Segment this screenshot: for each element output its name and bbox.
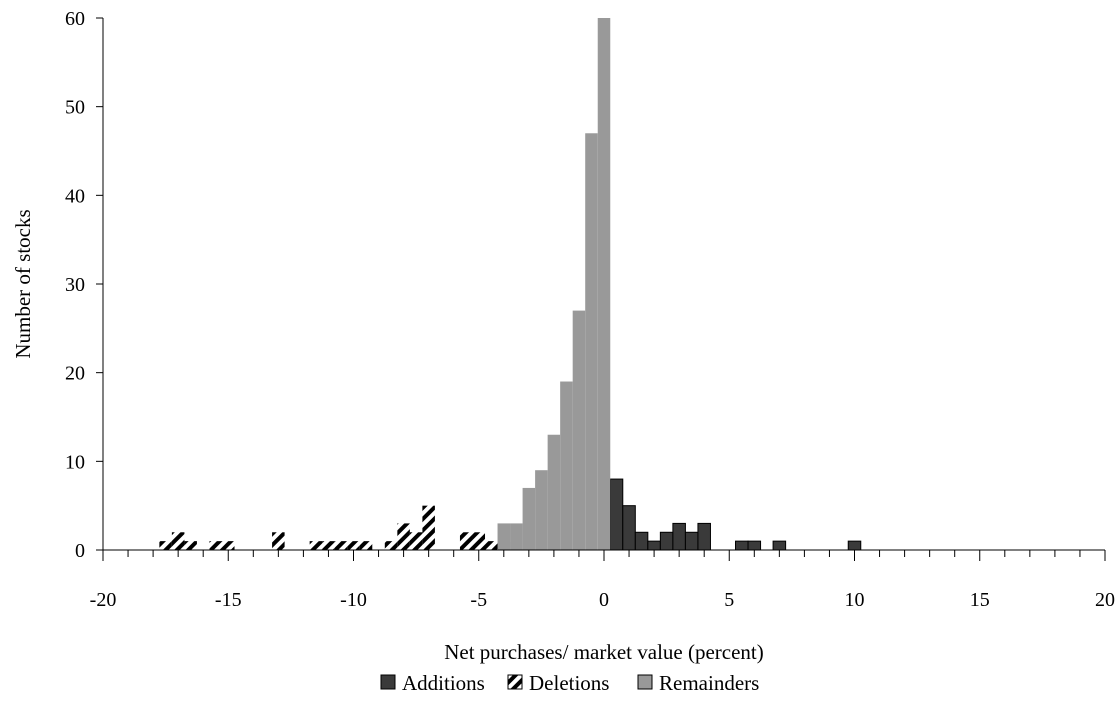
additions-bar-3 [647,540,661,551]
x-tick-label: 15 [970,589,990,611]
x-axis-title: Net purchases/ market value (percent) [444,640,764,664]
additions-bar-11 [847,540,862,551]
x-tick-label: 0 [599,589,609,611]
x-tick-label: 20 [1095,589,1115,611]
deletions-bar-14 [422,505,435,550]
remainders-bar-5 [560,381,573,550]
remainders-bar-8 [597,18,611,550]
additions-bar-4 [659,531,674,551]
remainders-bar-2 [522,487,536,550]
y-tick-label: 60 [65,8,85,30]
remainders-legend-label: Remainders [659,671,759,695]
deletions-bar-9 [347,541,360,550]
y-tick-label: 10 [65,451,85,473]
deletions-bar-16 [472,532,486,550]
deletions-bar-0 [159,541,172,550]
remainders-bar-7 [585,133,598,550]
deletions-bar-17 [485,541,498,550]
remainders-bar-6 [572,310,586,550]
remainders-bar-4 [547,434,561,550]
additions-bar-8 [735,540,749,551]
deletions-bar-10 [359,541,373,550]
x-tick-label: -5 [470,589,487,611]
deletions-bar-1 [171,532,185,550]
deletions-bar-6 [309,541,323,550]
x-tick-label: -15 [215,589,242,611]
deletions-bar-12 [397,523,410,550]
y-tick-label: 40 [65,185,85,207]
legend: Additions Deletions Remainders [380,671,759,695]
additions-bar-5 [672,522,686,551]
remainders-bar-3 [535,470,548,550]
y-tick-label: 20 [65,363,85,385]
deletions-bar-7 [322,541,335,550]
additions-bar-0 [609,478,624,551]
x-tick-label: 10 [845,589,865,611]
plot-bars [159,18,862,551]
remainders-bar-0 [497,523,511,550]
additions-bar-1 [622,505,636,551]
additions-bar-7 [697,522,711,551]
additions-bar-9 [747,540,762,551]
x-tick-label: -20 [90,589,117,611]
remainders-legend-swatch [637,674,653,690]
x-tick-label: -10 [340,589,367,611]
y-tick-label: 30 [65,274,85,296]
y-axis-title: Number of stocks [11,209,35,358]
additions-bar-2 [634,531,649,551]
deletions-bar-2 [184,541,197,550]
additions-bar-6 [684,531,699,551]
additions-legend-label: Additions [402,671,485,695]
deletions-legend-swatch [507,674,523,690]
deletions-bar-3 [209,541,222,550]
remainders-bar-1 [510,523,523,550]
additions-legend-swatch [380,674,396,690]
deletions-bar-8 [334,541,348,550]
deletions-bar-11 [384,541,398,550]
y-axis-ticks: 0 10 20 30 40 50 60 [65,8,103,562]
additions-bar-10 [772,540,787,551]
y-tick-label: 0 [75,540,85,562]
deletions-bar-5 [272,532,285,550]
deletions-bar-15 [459,532,473,550]
y-tick-label: 50 [65,97,85,119]
deletions-bar-4 [221,541,235,550]
deletions-bar-13 [409,532,423,550]
x-tick-label: 5 [724,589,734,611]
x-axis-ticks: -20 -15 -10 -5 0 5 10 15 20 [90,550,1115,611]
deletions-legend-label: Deletions [529,671,609,695]
